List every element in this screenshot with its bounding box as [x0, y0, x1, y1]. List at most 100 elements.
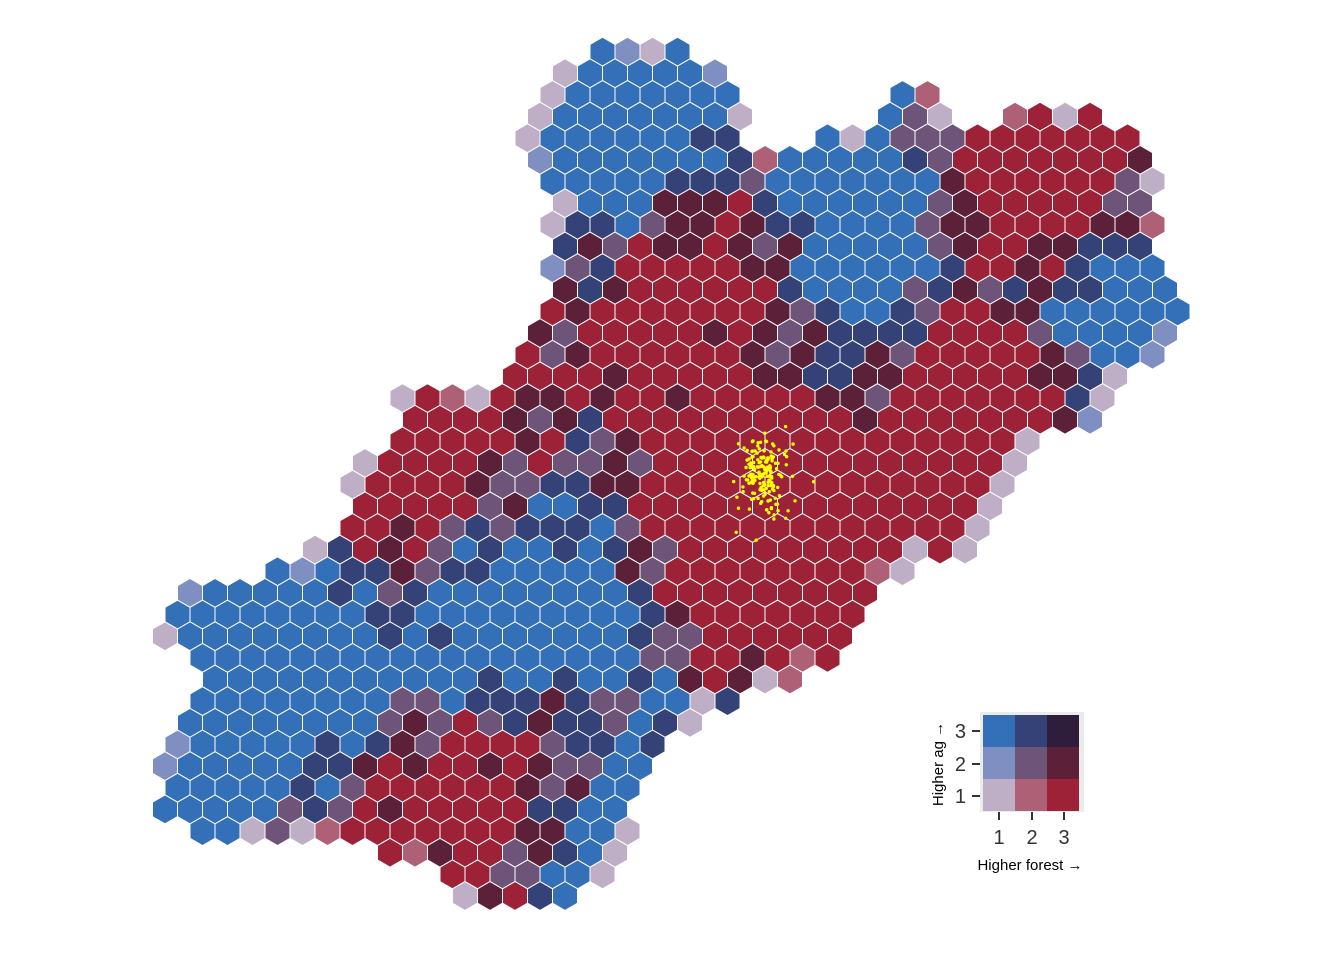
point-marker [769, 483, 773, 488]
point-cluster [732, 424, 816, 542]
point-marker [784, 516, 788, 520]
y-tick-1: 1 [955, 786, 966, 808]
legend-x-label: Higher forest → [977, 857, 1082, 874]
legend-cell-3-1 [1047, 779, 1079, 811]
point-marker [784, 449, 788, 453]
point-marker [791, 442, 795, 446]
point-marker [774, 467, 779, 471]
point-marker [768, 498, 772, 502]
point-marker [766, 456, 770, 460]
point-marker [767, 478, 771, 482]
y-tick-3: 3 [955, 721, 966, 743]
point-marker [756, 444, 760, 448]
point-marker [776, 485, 780, 490]
point-marker [753, 449, 757, 453]
point-marker [767, 511, 771, 515]
point-marker [767, 490, 771, 494]
point-marker [761, 472, 766, 476]
point-marker [784, 463, 788, 467]
point-marker [773, 496, 777, 500]
legend-cell-1-2 [983, 747, 1015, 779]
point-marker [756, 458, 760, 462]
legend-cell-3-2 [1047, 747, 1079, 779]
point-marker [793, 499, 797, 503]
point-marker [756, 496, 760, 501]
point-marker [777, 494, 782, 498]
point-marker [751, 491, 755, 495]
point-marker [758, 481, 762, 486]
point-marker [748, 465, 752, 470]
x-tick-3: 3 [1058, 827, 1069, 849]
point-marker [734, 530, 738, 534]
legend-cell-2-1 [1015, 779, 1047, 811]
legend-cell-3-3 [1047, 715, 1079, 747]
point-marker [768, 465, 773, 470]
point-marker [770, 457, 774, 461]
point-marker [769, 450, 773, 454]
point-marker [782, 452, 787, 457]
point-marker [757, 447, 761, 451]
point-marker [754, 475, 758, 479]
point-marker [762, 449, 766, 453]
point-marker [759, 486, 763, 490]
legend-y-ticks: 1 2 3 [955, 721, 980, 808]
point-marker [764, 439, 768, 443]
point-marker [763, 431, 767, 435]
point-marker [750, 473, 754, 477]
hex-cell [552, 881, 578, 912]
point-marker [764, 486, 768, 491]
point-marker [735, 495, 739, 499]
point-marker [751, 454, 755, 459]
y-tick-2: 2 [955, 754, 966, 776]
point-marker [742, 474, 746, 478]
point-marker [744, 478, 749, 482]
hex-cell [814, 642, 841, 673]
point-marker [772, 513, 776, 517]
point-marker [774, 502, 778, 506]
point-marker [778, 473, 782, 477]
point-marker [790, 474, 795, 478]
point-marker [761, 480, 766, 485]
point-marker [750, 449, 754, 454]
hex-cell [1139, 339, 1166, 370]
point-marker [772, 444, 776, 448]
hex-cell [1077, 404, 1103, 435]
point-marker [765, 474, 769, 478]
point-marker [777, 448, 781, 452]
point-marker [751, 460, 756, 465]
hex-cell [714, 686, 741, 717]
x-tick-1: 1 [993, 827, 1004, 849]
point-marker [753, 478, 757, 483]
point-marker [732, 479, 736, 484]
point-marker [757, 470, 761, 474]
point-marker [736, 442, 741, 446]
point-marker [742, 446, 746, 450]
point-marker [772, 517, 776, 521]
point-marker [769, 506, 774, 511]
point-marker [759, 501, 763, 506]
point-marker [745, 448, 749, 453]
point-marker [776, 509, 780, 513]
point-marker [770, 487, 775, 491]
legend-cell-1-3 [983, 715, 1015, 747]
point-marker [755, 465, 760, 469]
point-marker [761, 455, 766, 459]
point-marker [764, 467, 769, 471]
point-marker [749, 461, 753, 465]
point-marker [751, 497, 756, 501]
hex-cell [952, 534, 978, 565]
legend-cell-2-3 [1015, 715, 1047, 747]
legend-cell-2-2 [1015, 747, 1047, 779]
point-marker [769, 470, 773, 475]
point-marker [760, 463, 764, 468]
hex-cell [677, 707, 703, 738]
point-marker [758, 460, 763, 464]
point-marker [751, 439, 755, 443]
point-marker [758, 476, 762, 480]
point-marker [749, 475, 754, 479]
point-marker [783, 424, 788, 429]
point-marker [747, 507, 752, 511]
point-marker [749, 481, 753, 485]
point-marker [754, 538, 758, 542]
